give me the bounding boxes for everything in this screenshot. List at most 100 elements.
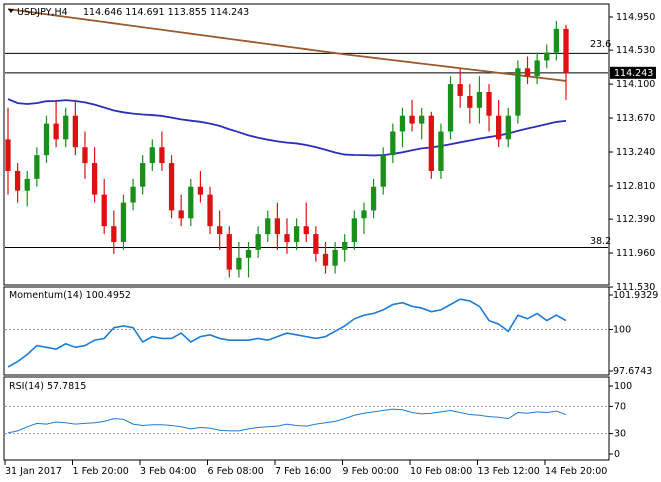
candle-body [274, 218, 281, 235]
price-tick-label: 111.530 [616, 282, 655, 293]
fibonacci-levels [5, 52, 608, 249]
candle-body [217, 226, 223, 235]
candle-body [5, 139, 11, 171]
price-tick-label: 112.810 [616, 181, 655, 192]
rsi-tick-label: 0 [614, 449, 620, 460]
candle-body [120, 202, 127, 242]
candle-body [390, 131, 396, 156]
price-tick-label: 114.100 [616, 79, 655, 90]
candle-body [313, 234, 319, 254]
ohlc-label: 114.646 114.691 113.855 114.243 [83, 7, 249, 18]
candle-body [380, 155, 386, 187]
candle-body [361, 210, 367, 219]
candle-body [111, 226, 117, 242]
candle-body [24, 178, 30, 191]
candle-body [476, 92, 483, 108]
candle-body [467, 95, 473, 108]
rsi-panel-frame [3, 376, 610, 461]
time-tick-label: 14 Feb 20:00 [545, 466, 607, 477]
candle-body [265, 218, 271, 235]
candle-body [130, 186, 136, 203]
price-tick-label: 113.240 [616, 147, 655, 158]
candle-body [63, 115, 69, 140]
candle-body [34, 155, 40, 179]
candle-body [91, 163, 98, 195]
moving-average-blue [7, 98, 567, 157]
time-tick-label: 31 Jan 2017 [5, 466, 62, 477]
candle-body [409, 115, 415, 124]
chart-header: USDJPY,H4 114.646 114.691 113.855 114.24… [8, 7, 249, 18]
momentum-tick-label: 97.6743 [613, 366, 652, 377]
time-tick-label: 3 Feb 04:00 [140, 466, 196, 477]
momentum-title: Momentum(14) 100.4952 [9, 290, 131, 301]
momentum-tick-label: 101.9329 [613, 290, 658, 301]
candle-body [207, 194, 213, 227]
candle-body [101, 194, 107, 227]
candle-body [553, 28, 560, 53]
candle-body [563, 28, 569, 74]
time-tick-label: 10 Feb 08:00 [410, 466, 472, 477]
moving-average-brown [7, 8, 567, 82]
candle-body [14, 170, 21, 191]
price-tick-label: 111.960 [616, 248, 655, 259]
candle-body [159, 147, 165, 164]
candle-body [197, 186, 204, 195]
price-tick-label: 114.530 [616, 45, 655, 56]
candle-body [457, 84, 463, 96]
candle-body [438, 131, 444, 171]
symbol-label: USDJPY,H4 [17, 7, 68, 18]
candle-body [72, 115, 78, 148]
rsi-line [7, 408, 567, 434]
rsi-tick-label: 70 [614, 401, 626, 412]
candle-body [399, 115, 406, 132]
momentum-line [7, 298, 567, 368]
candle-body [370, 186, 377, 211]
candle-body [534, 60, 540, 77]
candle-body [168, 163, 175, 211]
rsi-title: RSI(14) 57.7815 [9, 381, 86, 392]
candle-body [524, 68, 531, 77]
time-tick-label: 1 Feb 20:00 [73, 466, 129, 477]
candle-body [188, 186, 194, 219]
candle-body [82, 147, 88, 164]
rsi-tick-label: 30 [614, 429, 626, 440]
candle-body [342, 242, 348, 250]
candle-body [293, 226, 300, 242]
fib-level-label-38-2: 38.2 [590, 236, 611, 247]
price-axis: 114.950 114.530 114.100 113.670 113.240 112.8… [609, 12, 655, 293]
candle-body [284, 234, 290, 242]
candle-body [544, 52, 550, 61]
momentum-axis: 101.9329 100 97.6743 [609, 290, 658, 377]
rsi-axis: 100 70 30 0 [609, 381, 632, 460]
candle-body [322, 253, 329, 266]
time-tick-label: 7 Feb 16:00 [275, 466, 331, 477]
time-tick-label: 13 Feb 12:00 [478, 466, 540, 477]
rsi-tick-label: 100 [614, 381, 632, 392]
candle-body [149, 147, 155, 164]
current-price-value: 114.243 [614, 68, 653, 79]
current-price-tag: 114.243 [610, 66, 656, 79]
momentum-tick-label: 100 [613, 324, 631, 335]
candle-body [419, 115, 425, 124]
candle-body [515, 68, 521, 116]
candle-body [236, 257, 242, 270]
candle-body [486, 92, 492, 116]
candle-body [140, 163, 146, 187]
candle-body [332, 249, 338, 266]
price-tick-label: 113.670 [616, 113, 655, 124]
candle-body [505, 115, 511, 140]
price-tick-label: 114.950 [616, 12, 655, 23]
candle-body [178, 210, 184, 219]
collapse-triangle-icon[interactable] [8, 9, 14, 13]
candle-body [351, 218, 357, 242]
time-axis: 31 Jan 2017 1 Feb 20:00 3 Feb 04:00 6 Feb 0… [4, 460, 607, 477]
price-tick-label: 112.390 [616, 214, 655, 225]
candle-body [53, 123, 59, 140]
candle-body [43, 123, 50, 156]
candle-body [428, 115, 434, 171]
fib-level-label-23-6: 23.6 [590, 39, 611, 50]
time-tick-label: 9 Feb 00:00 [343, 466, 399, 477]
candle-body [255, 234, 261, 250]
candle-body [303, 226, 309, 235]
